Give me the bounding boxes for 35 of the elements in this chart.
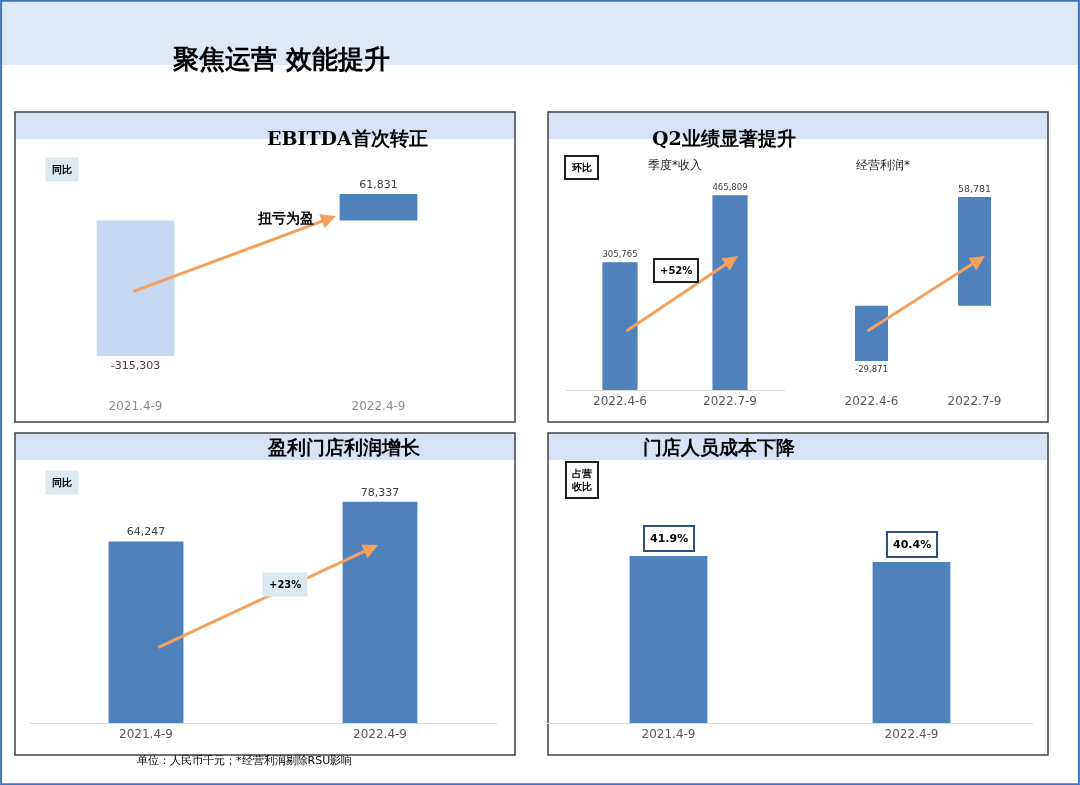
text: 同比 (52, 477, 72, 488)
data-label: 78,337 (360, 485, 400, 499)
annotation: +23% (269, 579, 302, 590)
data-label: 64,247 (126, 525, 166, 539)
x-tick-label: 2022.4-9 (353, 727, 407, 742)
text: 聚焦运营 效能提升 (172, 44, 391, 74)
x-tick-label: 2022.4-9 (884, 727, 939, 742)
text: 环比 (571, 162, 592, 173)
data-label: 465,809 (712, 181, 748, 192)
x-tick-label: 2022.7-9 (703, 394, 757, 409)
x-tick-label: 2021.4-9 (119, 727, 173, 742)
data-label: 41.9% (650, 532, 689, 545)
x-tick-label: 2022.7-9 (947, 394, 1002, 408)
data-label: 61,831 (359, 178, 398, 191)
chart-title: Q2业绩显著提升 (652, 127, 796, 149)
annotation: 扭亏为盈 (257, 210, 314, 226)
text: 单位：人民币千元；*经营利润剔除RSU影响 (137, 754, 353, 767)
x-tick-label: 2021.4-9 (641, 727, 696, 742)
chart-title: 门店人员成本下降 (643, 436, 796, 458)
annotation: +52% (660, 265, 693, 276)
data-label: 58,781 (958, 182, 991, 194)
chart-title: 盈利门店利润增长 (267, 436, 421, 458)
text: 占营收比 (572, 468, 592, 492)
chart-subtitle: 经营利润* (856, 158, 910, 172)
chart-subtitle: 季度*收入 (648, 158, 702, 172)
data-label: -315,303 (110, 359, 161, 372)
x-tick-label: 2022.4-6 (593, 394, 647, 409)
data-label: 40.4% (893, 538, 932, 551)
data-label: -29,871 (855, 363, 888, 374)
x-tick-label: 2022.4-9 (351, 399, 406, 413)
data-label: 305,765 (602, 248, 638, 259)
x-tick-label: 2022.4-6 (844, 394, 899, 408)
text: 同比 (52, 164, 72, 175)
chart-title: EBITDA首次转正 (267, 127, 428, 149)
x-tick-label: 2021.4-9 (108, 399, 163, 413)
